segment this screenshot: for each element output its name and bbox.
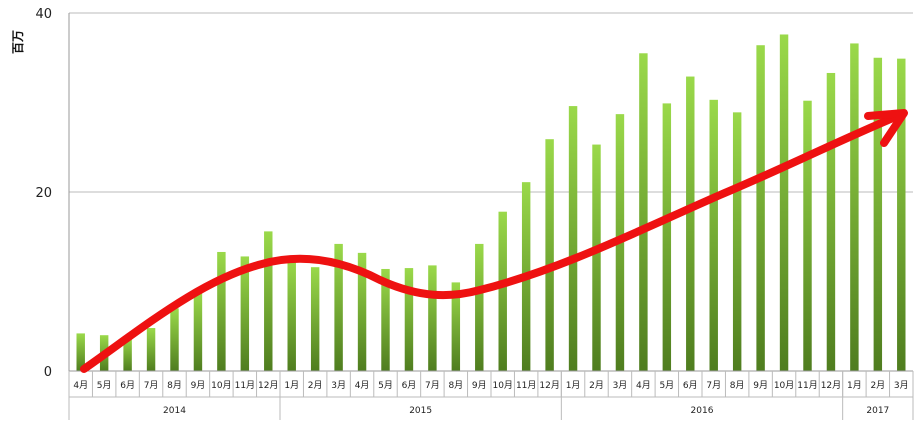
- bar: [404, 268, 414, 371]
- x-tick-label: 5月: [378, 380, 393, 391]
- bar: [287, 260, 296, 371]
- x-tick-label: 1月: [847, 380, 862, 391]
- bar: [310, 267, 320, 371]
- x-tick-label: 7月: [706, 380, 721, 391]
- bar: [498, 211, 507, 371]
- year-label: 2014: [163, 406, 186, 416]
- bar: [756, 45, 765, 371]
- y-tick-label: 0: [44, 365, 52, 380]
- x-tick-label: 9月: [753, 380, 768, 391]
- x-tick-label: 6月: [683, 380, 698, 391]
- bar: [475, 243, 484, 371]
- bar: [639, 53, 648, 372]
- x-tick-label: 8月: [448, 380, 463, 391]
- x-tick-label: 11月: [235, 380, 255, 391]
- bar: [732, 112, 742, 371]
- y-tick-label: 20: [35, 186, 52, 201]
- x-tick-label: 5月: [659, 380, 674, 391]
- bar: [686, 76, 695, 372]
- year-label: 2016: [691, 406, 714, 416]
- x-tick-label: 2月: [870, 380, 885, 391]
- x-tick-label: 4月: [355, 380, 370, 391]
- bar: [76, 333, 85, 371]
- bars: [76, 34, 906, 372]
- y-axis: 0 20 40: [35, 7, 70, 380]
- bar: [873, 57, 883, 371]
- bar: [779, 34, 789, 371]
- x-tick-label: 7月: [425, 380, 440, 391]
- x-tick-label: 11月: [516, 380, 536, 391]
- bar: [897, 58, 906, 372]
- x-tick-label: 10月: [774, 380, 794, 391]
- bar: [662, 103, 672, 372]
- y-axis-title: 百万: [11, 30, 25, 54]
- bar: [709, 99, 718, 371]
- x-tick-label: 12月: [539, 380, 559, 391]
- x-tick-label: 3月: [894, 380, 909, 391]
- x-tick-label: 1月: [284, 380, 299, 391]
- trend-line: [80, 111, 904, 373]
- x-tick-label: 4月: [73, 380, 88, 391]
- x-tick-label: 3月: [331, 380, 346, 391]
- x-tick-label: 9月: [191, 380, 206, 391]
- bar: [545, 139, 554, 371]
- x-tick-label: 8月: [730, 380, 745, 391]
- x-tick-label: 2月: [308, 380, 323, 391]
- bar: [217, 251, 226, 371]
- gridlines: [69, 12, 913, 193]
- bar: [334, 243, 343, 371]
- x-tick-label: 6月: [402, 380, 417, 391]
- x-tick-label: 5月: [97, 380, 112, 391]
- year-label: 2017: [866, 406, 889, 416]
- trend-arrowhead: [864, 109, 908, 147]
- bar: [193, 292, 203, 371]
- bar: [826, 72, 836, 371]
- bar: [803, 100, 812, 372]
- x-tick-label: 8月: [167, 380, 182, 391]
- x-tick-label: 3月: [613, 380, 628, 391]
- x-tick-label: 6月: [120, 380, 135, 391]
- bar: [123, 337, 132, 371]
- x-tick-label: 9月: [472, 380, 487, 391]
- x-tick-label: 12月: [821, 380, 841, 391]
- x-tick-label: 7月: [144, 380, 159, 391]
- year-label: 2015: [409, 406, 432, 416]
- trend-arrow: [80, 109, 908, 373]
- x-tick-label: 2月: [589, 380, 604, 391]
- bar: [451, 282, 461, 371]
- y-tick-label: 40: [35, 7, 52, 22]
- bar: [264, 231, 273, 371]
- bar: [146, 328, 156, 371]
- bar: [428, 265, 437, 371]
- x-tick-label: 10月: [211, 380, 231, 391]
- bar: [381, 268, 390, 371]
- bar: [850, 43, 859, 372]
- x-tick-label: 1月: [566, 380, 581, 391]
- bar: [170, 308, 179, 371]
- bar: [240, 256, 250, 371]
- x-axis: 4月 5月 6月 7月 8月 9月 10月 11月 12月 1月 2月 3月 4月 5月 6月 7月 8月 9月 1…: [68, 370, 914, 420]
- x-tick-label: 4月: [636, 380, 651, 391]
- bar: [357, 252, 367, 371]
- x-tick-label: 11月: [797, 380, 817, 391]
- bar: [592, 144, 601, 371]
- x-tick-label: 12月: [258, 380, 278, 391]
- x-tick-label: 10月: [492, 380, 512, 391]
- bar: [568, 106, 578, 371]
